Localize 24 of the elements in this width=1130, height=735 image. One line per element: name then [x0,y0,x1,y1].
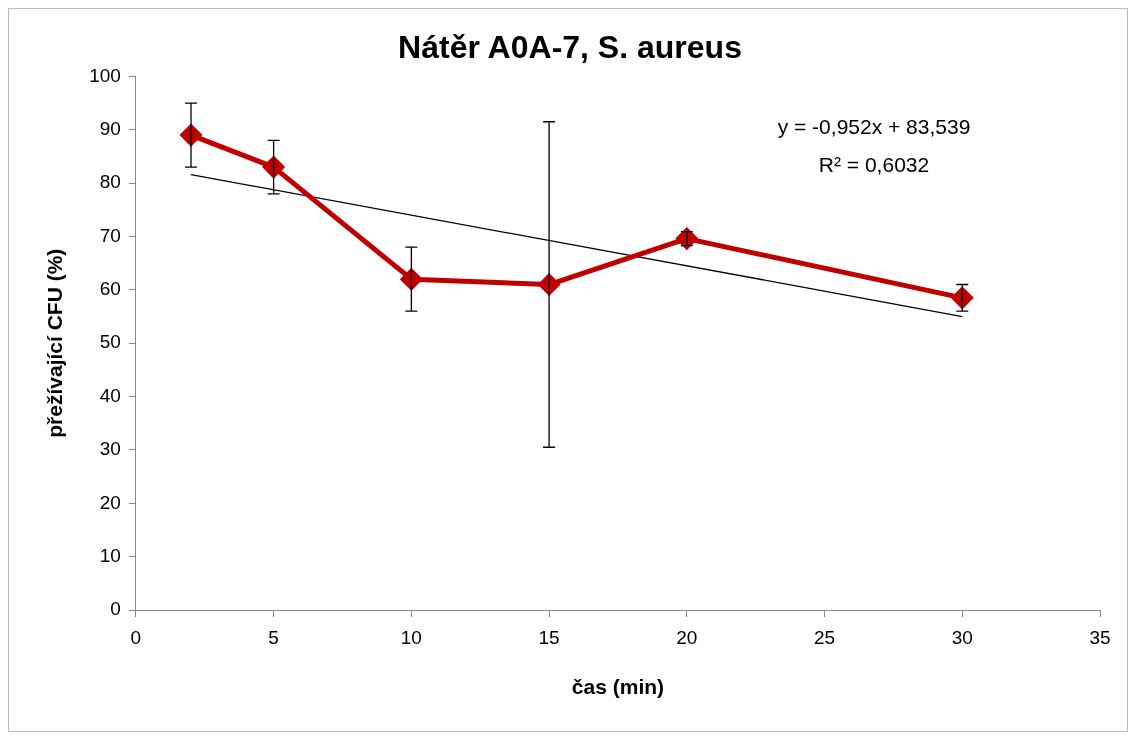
y-tick-label: 30 [99,438,121,460]
chart-title: Nátěr A0A-7, S. aureus [398,29,742,66]
x-tick-label: 15 [538,626,560,648]
annotation: y = -0,952x + 83,539 [777,115,971,139]
x-tick-label: 10 [400,626,422,648]
x-tick-label: 25 [813,626,836,648]
y-tick-label: 80 [99,171,121,193]
y-axis-title: přežívající CFU (%) [43,248,67,438]
x-tick-label: 5 [268,626,279,648]
y-tick-label: 100 [89,64,121,86]
y-tick-label: 20 [99,491,121,513]
y-tick-label: 0 [110,598,121,620]
y-tick-label: 40 [99,384,121,406]
y-tick-label: 50 [99,331,121,353]
y-tick-label: 60 [99,278,121,300]
x-tick-label: 20 [676,626,698,648]
y-tick-label: 90 [99,117,121,139]
annotation: R² = 0,6032 [818,153,930,177]
y-tick-label: 70 [99,224,121,246]
x-axis-title: čas (min) [571,675,665,699]
x-tick-label: 35 [1089,626,1111,648]
x-tick-label: 30 [951,626,973,648]
x-tick-label: 0 [130,626,142,648]
y-tick-label: 10 [99,544,121,566]
